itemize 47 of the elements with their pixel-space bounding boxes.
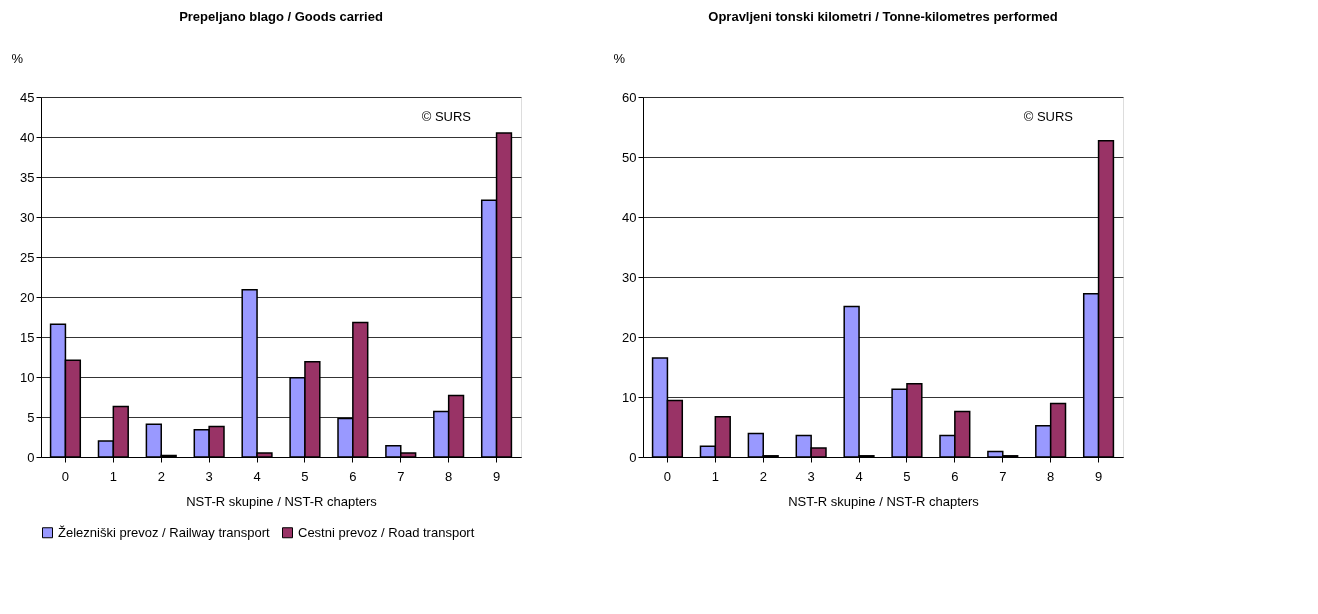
y-tick-label: 20 [622,329,637,345]
chart-title: Opravljeni tonski kilometri / Tonne-kilometres performed [708,9,1058,24]
y-tick-label: 30 [622,269,637,285]
y-tick-label: 45 [20,89,35,105]
x-tick-label: 1 [109,468,117,484]
annotation: © SURS [421,109,472,124]
x-tick-label: 2 [157,468,165,484]
x-tick-label: 3 [205,468,213,484]
x-tick-label: 3 [807,468,815,484]
y-tick-label: 30 [20,209,35,225]
y-axis-title: % [11,50,24,66]
x-tick-label: 4 [253,468,261,484]
y-tick-label: 0 [27,449,35,465]
y-tick-label: 15 [20,329,35,345]
y-axis-title: % [613,50,626,66]
annotation: © SURS [1023,109,1074,124]
x-tick-label: 7 [999,468,1007,484]
y-tick-label: 50 [622,149,637,165]
y-tick-label: 40 [622,209,637,225]
y-tick-label: 25 [20,249,35,265]
y-tick-label: 35 [20,169,35,185]
x-tick-label: 1 [711,468,719,484]
y-tick-label: 5 [27,409,35,425]
x-tick-label: 5 [301,468,309,484]
x-tick-label: 4 [855,468,863,484]
chart-title: Prepeljano blago / Goods carried [179,9,383,24]
x-tick-label: 9 [1094,468,1103,484]
y-tick-label: 20 [20,289,35,305]
legend-label: Železniški prevoz / Railway transport [58,524,271,540]
x-tick-label: 5 [903,468,911,484]
x-tick-label: 8 [445,468,453,484]
y-tick-label: 40 [20,129,35,145]
x-tick-label: 0 [61,468,70,484]
y-tick-label: 10 [622,389,637,405]
x-tick-label: 6 [349,468,357,484]
y-tick-label: 0 [629,449,637,465]
y-tick-label: 60 [622,89,637,105]
x-tick-label: 7 [397,468,405,484]
y-tick-label: 10 [20,369,35,385]
x-tick-label: 6 [951,468,959,484]
legend-label: Cestni prevoz / Road transport [298,524,475,540]
x-tick-label: 9 [492,468,501,484]
x-tick-label: 2 [759,468,767,484]
x-axis-title: NST-R skupine / NST-R chapters [186,493,378,509]
x-axis-title: NST-R skupine / NST-R chapters [788,493,980,509]
x-tick-label: 8 [1047,468,1055,484]
x-tick-label: 0 [663,468,672,484]
